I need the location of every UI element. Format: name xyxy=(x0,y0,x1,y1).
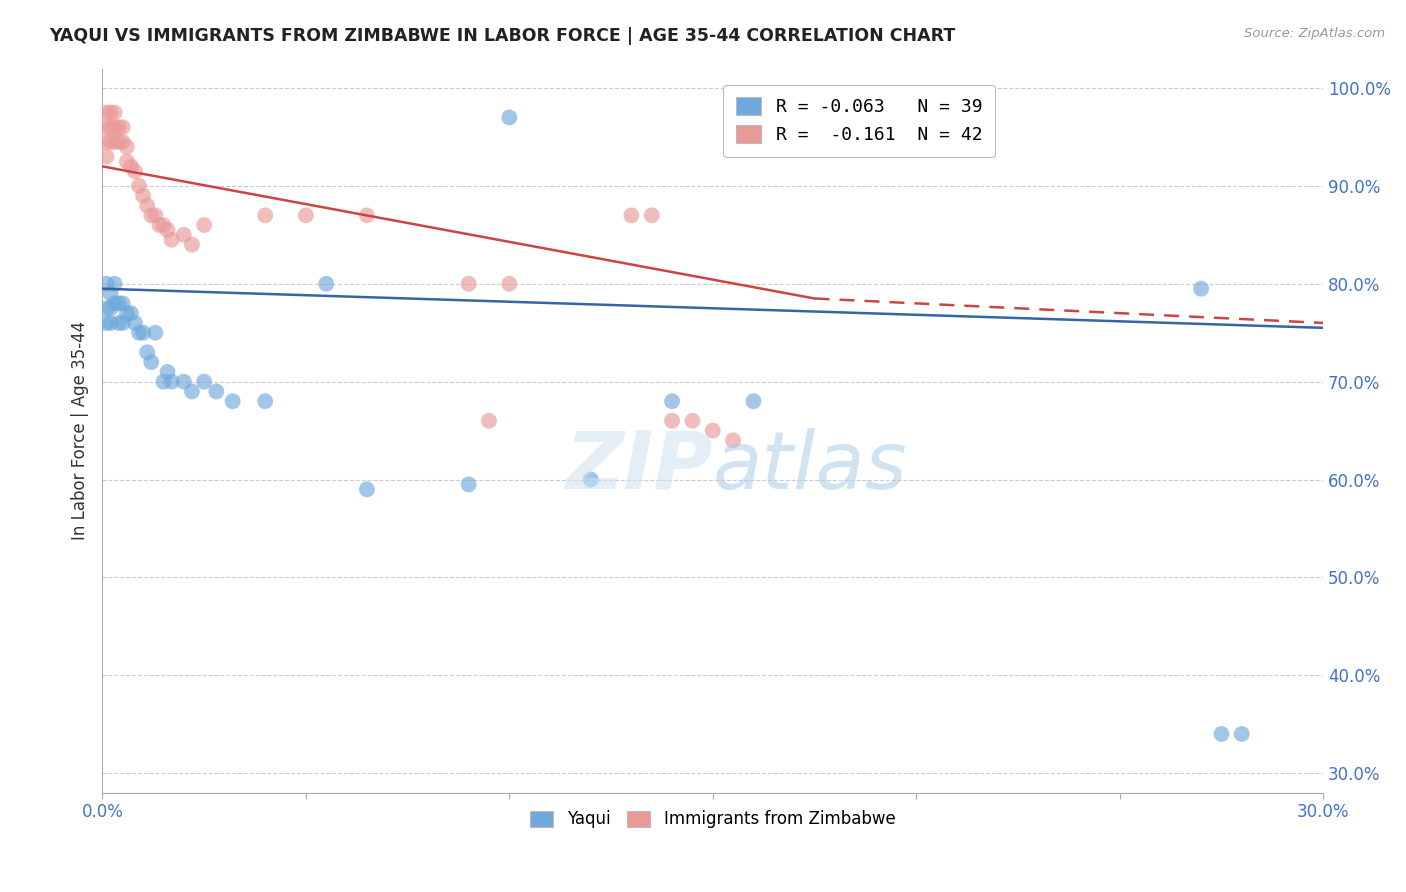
Point xyxy=(96,120,118,135)
Point xyxy=(107,296,129,310)
Point xyxy=(111,316,134,330)
Point xyxy=(100,135,122,149)
Point xyxy=(742,394,765,409)
Point xyxy=(104,120,127,135)
Point xyxy=(124,164,146,178)
Point xyxy=(457,477,479,491)
Point xyxy=(295,208,318,222)
Point xyxy=(193,375,215,389)
Point xyxy=(498,111,520,125)
Point xyxy=(141,355,163,369)
Point xyxy=(156,223,179,237)
Text: atlas: atlas xyxy=(713,428,907,506)
Point xyxy=(96,301,118,316)
Point xyxy=(104,135,127,149)
Y-axis label: In Labor Force | Age 35-44: In Labor Force | Age 35-44 xyxy=(72,321,89,541)
Point xyxy=(111,135,134,149)
Point xyxy=(107,316,129,330)
Point xyxy=(620,208,643,222)
Point xyxy=(173,375,195,389)
Point xyxy=(702,424,724,438)
Point xyxy=(100,120,122,135)
Point xyxy=(120,160,142,174)
Point xyxy=(173,227,195,242)
Point xyxy=(111,120,134,135)
Point xyxy=(498,277,520,291)
Point xyxy=(141,208,163,222)
Point xyxy=(104,105,127,120)
Point xyxy=(254,208,277,222)
Point xyxy=(104,296,127,310)
Point xyxy=(132,188,155,202)
Point xyxy=(356,483,378,497)
Point xyxy=(96,105,118,120)
Point xyxy=(107,120,129,135)
Point xyxy=(254,394,277,409)
Point xyxy=(156,365,179,379)
Point xyxy=(148,218,170,232)
Point xyxy=(641,208,664,222)
Point xyxy=(104,277,127,291)
Point xyxy=(143,208,166,222)
Point xyxy=(124,316,146,330)
Point xyxy=(136,198,159,212)
Point xyxy=(132,326,155,340)
Text: YAQUI VS IMMIGRANTS FROM ZIMBABWE IN LABOR FORCE | AGE 35-44 CORRELATION CHART: YAQUI VS IMMIGRANTS FROM ZIMBABWE IN LAB… xyxy=(49,27,956,45)
Point xyxy=(96,135,118,149)
Point xyxy=(115,154,138,169)
Point xyxy=(96,277,118,291)
Point xyxy=(579,473,602,487)
Point xyxy=(100,286,122,301)
Point xyxy=(96,316,118,330)
Point xyxy=(1189,282,1212,296)
Point xyxy=(205,384,228,399)
Point xyxy=(115,306,138,320)
Point xyxy=(160,375,183,389)
Point xyxy=(681,414,703,428)
Point xyxy=(107,135,129,149)
Point xyxy=(136,345,159,359)
Point xyxy=(115,140,138,154)
Point xyxy=(457,277,479,291)
Point xyxy=(143,326,166,340)
Point xyxy=(160,233,183,247)
Point xyxy=(100,105,122,120)
Point xyxy=(100,316,122,330)
Point xyxy=(181,237,204,252)
Point xyxy=(721,434,744,448)
Point xyxy=(120,306,142,320)
Point xyxy=(181,384,204,399)
Legend: Yaqui, Immigrants from Zimbabwe: Yaqui, Immigrants from Zimbabwe xyxy=(523,804,903,835)
Point xyxy=(221,394,243,409)
Point xyxy=(96,150,118,164)
Text: ZIP: ZIP xyxy=(565,428,713,506)
Text: Source: ZipAtlas.com: Source: ZipAtlas.com xyxy=(1244,27,1385,40)
Point xyxy=(193,218,215,232)
Point xyxy=(128,326,150,340)
Point xyxy=(661,414,683,428)
Point xyxy=(1211,727,1233,741)
Point xyxy=(128,178,150,193)
Point xyxy=(111,296,134,310)
Point xyxy=(661,394,683,409)
Point xyxy=(1230,727,1253,741)
Point xyxy=(152,375,174,389)
Point xyxy=(315,277,337,291)
Point xyxy=(100,301,122,316)
Point xyxy=(356,208,378,222)
Point xyxy=(478,414,501,428)
Point xyxy=(152,218,174,232)
